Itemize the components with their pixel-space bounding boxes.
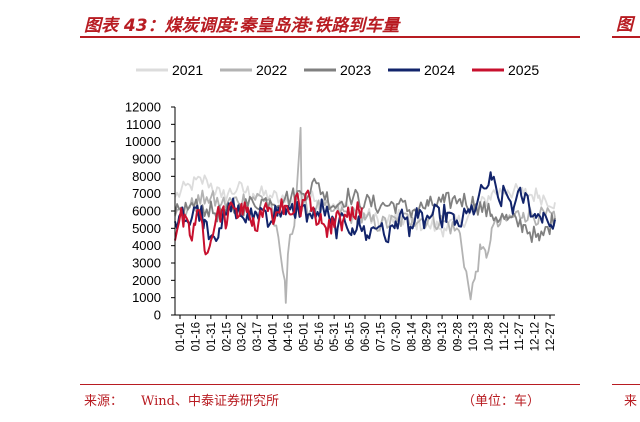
- y-tick-label: 0: [154, 308, 161, 323]
- legend-label: 2022: [256, 62, 287, 78]
- legend-entry-2024: 2024: [388, 62, 455, 78]
- series-line-2022: [174, 126, 556, 304]
- neighbor-footer-fragment: 来: [624, 394, 638, 409]
- legend-label: 2024: [424, 62, 455, 78]
- y-tick-label: 11000: [126, 117, 161, 132]
- source-label: 来源：: [84, 394, 124, 409]
- x-tick-label: 11-12: [499, 322, 511, 351]
- source-note: 来源： Wind、中泰证券研究所: [84, 390, 279, 409]
- x-tick-label: 01-16: [190, 322, 202, 351]
- x-tick-label: 05-01: [298, 322, 310, 351]
- series-line-2025: [174, 189, 363, 256]
- x-tick-label: 07-15: [375, 322, 387, 351]
- x-tick-label: 08-14: [406, 321, 418, 351]
- y-tick-label: 4000: [132, 238, 161, 253]
- y-tick-label: 8000: [132, 169, 161, 184]
- x-tick-label: 05-31: [329, 322, 341, 351]
- y-tick-label: 1000: [132, 290, 161, 305]
- legend-entry-2021: 2021: [136, 62, 203, 78]
- legend-label: 2025: [508, 62, 539, 78]
- series-line-2024: [174, 171, 556, 244]
- y-tick-label: 9000: [132, 152, 161, 167]
- x-tick-label: 10-13: [468, 322, 480, 351]
- x-tick-label: 01-31: [206, 322, 218, 351]
- neighbor-title-fragment: 图: [616, 15, 633, 35]
- unit-note: （单位：车）: [462, 394, 541, 409]
- y-tick-label: 7000: [132, 186, 161, 201]
- x-tick-label: 10-28: [483, 322, 495, 351]
- x-tick-label: 01-01: [175, 322, 187, 351]
- y-tick-label: 6000: [132, 204, 161, 219]
- x-tick-label: 09-28: [453, 322, 465, 351]
- y-tick-label: 3000: [132, 256, 161, 271]
- x-tick-label: 03-17: [252, 322, 264, 351]
- x-tick-label: 06-15: [345, 322, 357, 351]
- x-tick-label: 12-27: [545, 322, 557, 351]
- x-tick-label: 11-27: [514, 322, 526, 351]
- x-tick-label: 07-30: [391, 322, 403, 351]
- line-chart: 2021 2022 2023 2024 2025 0 1000 2000 3000 4000 50…: [125, 62, 557, 352]
- y-tick-label: 5000: [132, 221, 161, 236]
- x-tick-label: 05-16: [314, 322, 326, 351]
- legend-label: 2021: [172, 62, 203, 78]
- chart-title: 图表 43：煤炭调度:秦皇岛港:铁路到车量: [84, 16, 400, 36]
- axes: 0 1000 2000 3000 4000 5000 6000 7000 8000 9000 100…: [125, 100, 557, 352]
- x-tick-label: 04-16: [283, 322, 295, 351]
- series-layer: [174, 126, 556, 304]
- legend-entry-2025: 2025: [472, 62, 539, 78]
- y-tick-label: 2000: [132, 273, 161, 288]
- legend-entry-2022: 2022: [220, 62, 287, 78]
- source-text: Wind、中泰证券研究所: [141, 394, 280, 409]
- x-tick-label: 09-13: [437, 322, 449, 351]
- x-tick-label: 02-15: [221, 322, 233, 351]
- x-tick-label: 06-30: [360, 322, 372, 351]
- series-line-2021: [174, 174, 556, 238]
- x-tick-label: 04-01: [268, 322, 280, 351]
- neighbor-panel-strip: 图: [612, 4, 640, 38]
- footer-divider: [80, 384, 580, 385]
- x-tick-label: 03-02: [237, 322, 249, 351]
- legend-entry-2023: 2023: [304, 62, 371, 78]
- y-tick-label: 12000: [125, 100, 161, 115]
- x-tick-label: 12-12: [530, 322, 542, 351]
- neighbor-footer-divider: [612, 384, 640, 385]
- y-tick-label: 10000: [125, 134, 161, 149]
- x-tick-label: 08-29: [422, 322, 434, 351]
- title-bar: 图表 43：煤炭调度:秦皇岛港:铁路到车量: [80, 4, 580, 38]
- legend: 2021 2022 2023 2024 2025: [136, 62, 539, 78]
- legend-label: 2023: [340, 62, 371, 78]
